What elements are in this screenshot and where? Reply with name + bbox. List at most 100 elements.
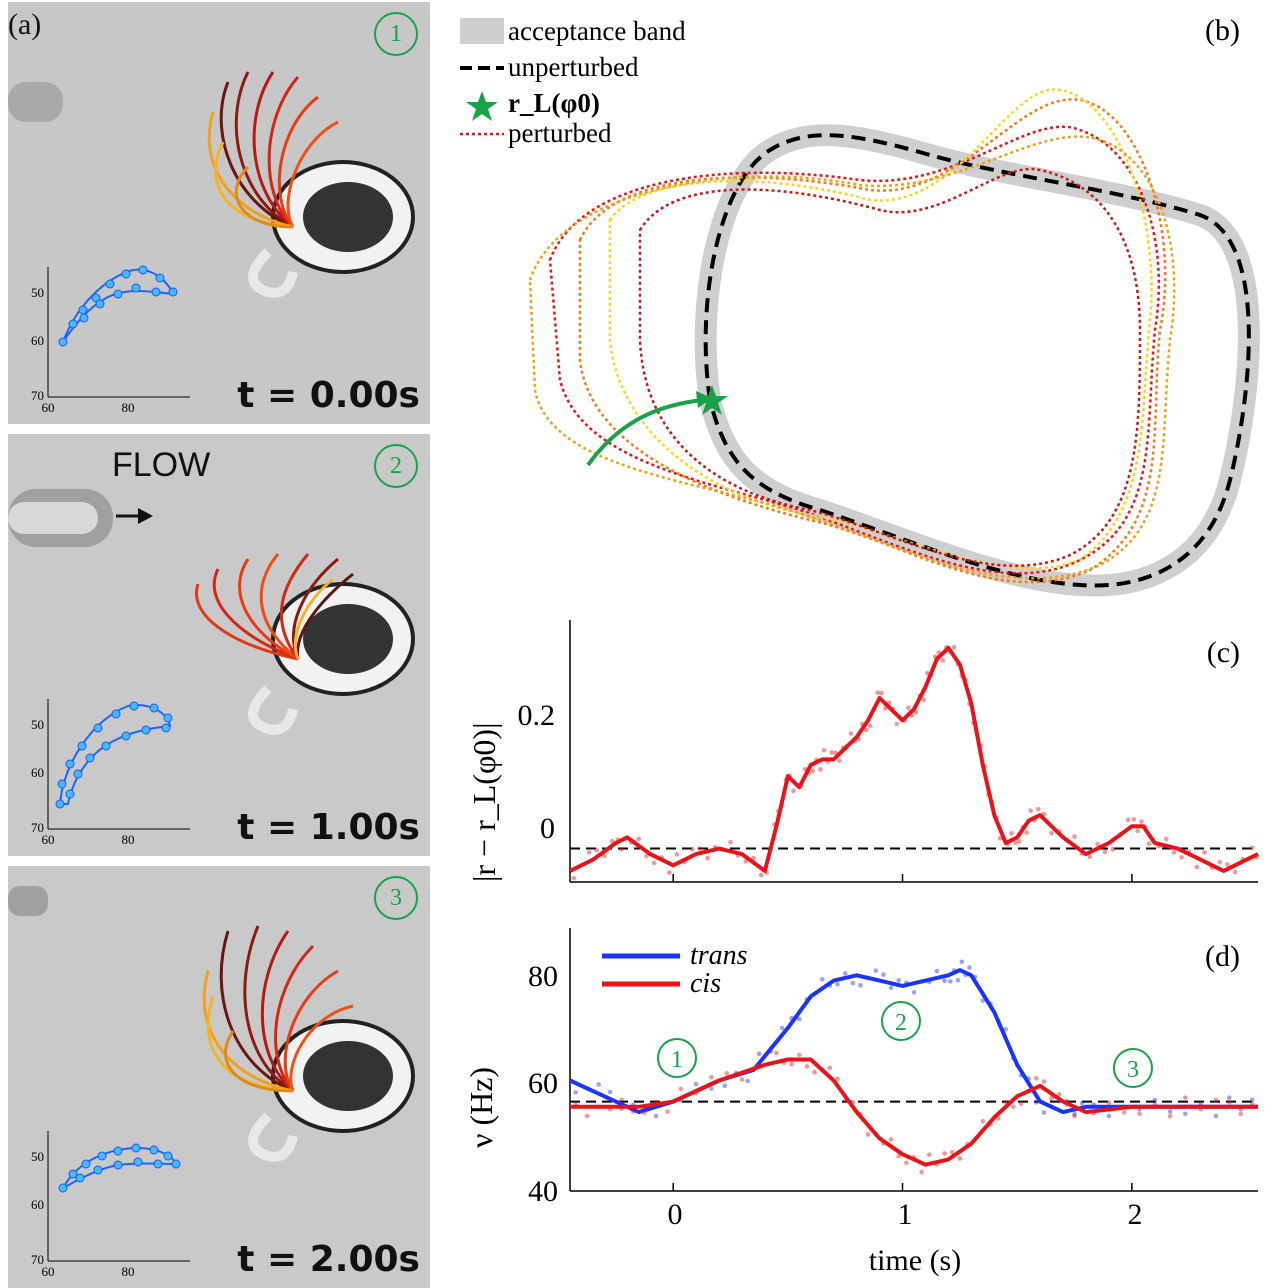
sample-point [774,1050,779,1056]
sample-point [881,972,886,977]
sample-point [1171,849,1177,855]
inset-ytick: 70 [31,388,44,403]
sample-point [1131,817,1137,822]
sample-point [896,978,902,983]
rl-star-icon [696,385,728,415]
panel-c-ylabel: |r − r_L(φ0)| [466,723,502,883]
sample-point [797,1052,802,1058]
sample-point [797,1016,802,1022]
phase-markers: 1 2 3 [657,1001,1153,1088]
sample-point [728,839,733,845]
panel-b-label: (b) [1205,14,1240,47]
sample-point [1012,840,1018,846]
frame-time-3: t = 2.00s [237,1239,420,1280]
ticks-d [672,1183,1133,1191]
panel-c-distance-chart: (c) |r − r_L(φ0)| 0.2 0 [466,620,1259,883]
sample-point [693,1081,699,1087]
sample-point [1049,1095,1054,1101]
sample-point [905,705,911,711]
sample-point [644,853,649,859]
sample-point [584,1113,590,1119]
sample-point [1072,1111,1077,1117]
sample-point [690,846,695,852]
svg-text:60: 60 [42,832,55,844]
sample-point [751,855,756,861]
sample-point [1137,1111,1142,1117]
frame-time-2: t = 1.00s [237,807,420,848]
svg-text:60: 60 [31,1197,44,1212]
phase-marker-3 [1113,1048,1153,1088]
sample-point [827,1065,833,1071]
legend-band-swatch [460,18,504,44]
panel-d-ylabel: ν (Hz) [463,1067,499,1148]
sample-point [867,723,873,729]
sample-point [911,990,917,995]
sample-point [865,1132,871,1137]
sample-point [1146,841,1152,847]
flow-arrow-icon [138,508,153,524]
sample-point [594,847,600,853]
sample-point [1135,828,1140,834]
sample-point [948,979,953,984]
sample-point [1034,1076,1039,1081]
sample-point [949,1149,955,1155]
panel-d-label: (d) [1205,940,1240,973]
sample-point [821,747,827,753]
panel-a-label: (a) [8,8,42,41]
sample-point [651,860,657,866]
inset-trajectory-3: 50 60 70 60 80 [31,1131,190,1276]
sample-point [926,1152,932,1157]
sample-point [1152,1097,1158,1103]
svg-text:80: 80 [122,832,135,844]
sample-point [1072,1113,1077,1119]
sample-point [1003,1026,1009,1032]
micrograph-2 [8,434,430,856]
sample-point [1028,808,1033,813]
svg-text:50: 50 [31,717,44,732]
sample-point [848,731,854,736]
panel-c-label: (c) [1207,636,1240,669]
sample-point [980,998,986,1003]
sample-point [1249,1097,1255,1103]
phase-marker-2 [881,1001,921,1041]
sample-point [1194,864,1200,870]
sample-point [888,985,894,991]
svg-text:60: 60 [42,1264,55,1276]
legend-trans: trans [690,940,748,971]
xtick-d-label: 2 [1128,1198,1143,1231]
sample-point [1227,1099,1232,1105]
legend-cis: cis [690,968,721,999]
sample-point [642,1110,647,1116]
sample-point [888,1137,894,1142]
micrograph-3 [8,866,430,1288]
inset-trajectory-1: 50 60 70 60 80 [31,265,190,412]
sample-point [653,1113,659,1119]
ytick-d-label: 40 [528,1175,558,1208]
sample-point [1041,1110,1047,1115]
inset-ytick: 50 [31,285,44,300]
sample-point [745,1078,751,1084]
panel-d-xlabel: time (s) [869,1244,961,1277]
sample-point [758,872,764,878]
star-icon [466,91,498,121]
sample-point [1179,854,1184,860]
sample-point [739,1077,745,1082]
sample-point [1009,831,1014,836]
sample-point [1238,1111,1244,1117]
sample-point [1183,1095,1188,1100]
sample-point [1139,819,1144,824]
ytick-d-label: 80 [528,960,558,993]
svg-text:1: 1 [671,1047,683,1073]
sample-point [619,847,624,852]
legend-unperturbed: unperturbed [508,52,639,82]
sample-point [1121,1110,1127,1115]
inset-ytick: 60 [31,333,44,348]
sample-point [819,976,825,982]
sample-point [607,1089,613,1095]
panel-d-frequency-chart: (d) ν (Hz) 80 60 40 0 1 2 time (s) trans… [463,928,1258,1277]
sample-point [921,697,926,703]
sample-point [667,870,672,875]
sample-point [1102,849,1108,855]
sample-point [873,968,879,973]
flow-label: FLOW [112,446,211,484]
